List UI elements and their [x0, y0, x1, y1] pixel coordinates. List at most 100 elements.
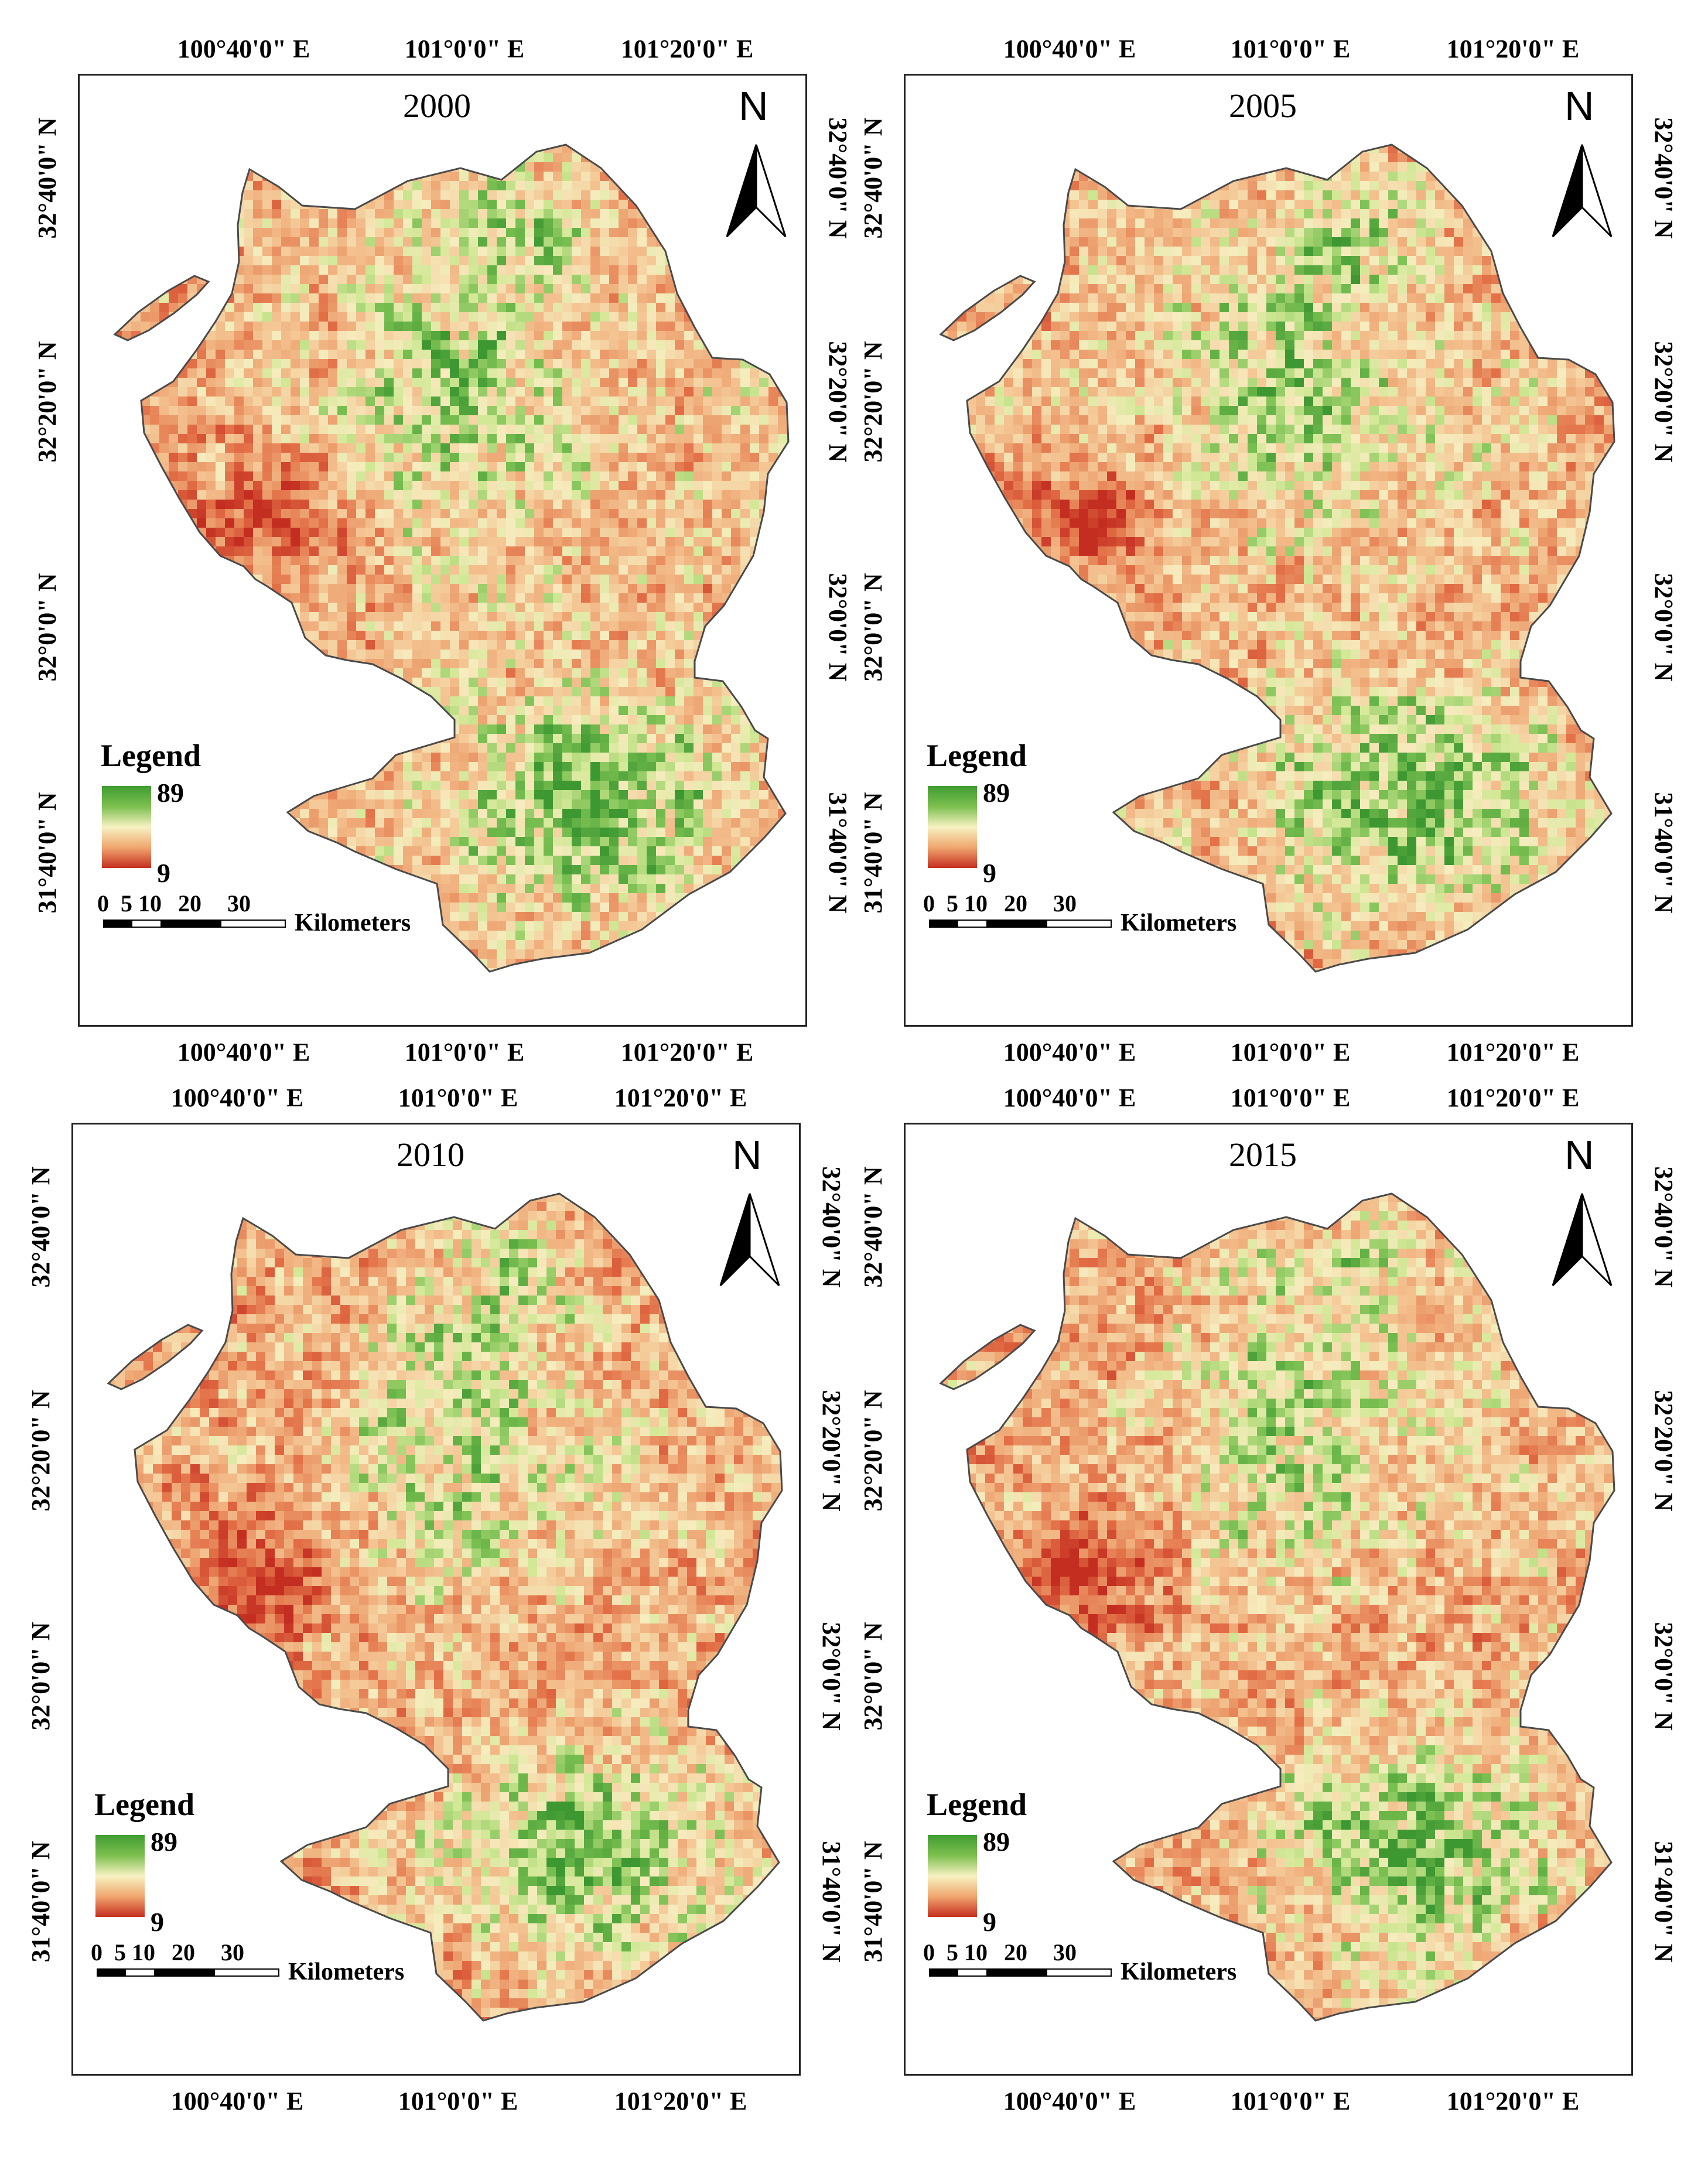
longitude-label-bottom: 101°20'0" E: [1447, 2089, 1580, 2114]
raster-cells: [941, 1194, 1614, 2021]
raster-cells: [108, 1194, 782, 2021]
scale-tick-label: 0: [923, 1939, 935, 1966]
north-arrow-icon: [1552, 144, 1613, 238]
latitude-label-right: 32°40'0" N: [817, 1166, 846, 1287]
island-boundary: [113, 275, 210, 341]
legend-max-value: 89: [157, 777, 184, 808]
panel-year-title: 2010: [249, 1135, 612, 1174]
latitude-label-right: 31°40'0" N: [1649, 792, 1678, 913]
island-boundary: [939, 275, 1036, 341]
north-arrow-label: N: [1564, 1132, 1594, 1178]
region-boundary: [134, 1192, 783, 2022]
legend-title: Legend: [101, 737, 201, 774]
scale-bar-segment: [126, 1970, 154, 1975]
latitude-label-left: 31°40'0" N: [26, 1841, 55, 1962]
scale-bar-segment: [958, 1970, 986, 1975]
legend-color-ramp: [102, 786, 151, 868]
scale-bar-segment: [930, 921, 958, 927]
scale-bar-segment: [104, 921, 132, 927]
scale-bar-segment: [215, 1970, 278, 1975]
legend-max-value: 89: [983, 1826, 1010, 1857]
north-arrow-icon: [719, 1193, 780, 1287]
region-boundary: [140, 143, 790, 973]
latitude-label-left: 32°40'0" N: [26, 1166, 55, 1287]
latitude-label-right: 32°20'0" N: [824, 341, 852, 462]
panel-year-title: 2000: [255, 86, 619, 125]
map-panel-2015: 2015 N Legend 89 9 0 5 10 20 30 Kilometers: [904, 1123, 1633, 2076]
panel-year-title: 2005: [1081, 86, 1444, 125]
scale-tick-label: 30: [1053, 1939, 1077, 1966]
scale-bar-segment: [930, 1970, 958, 1975]
scale-tick-label: 5: [947, 890, 958, 917]
longitude-label-bottom: 101°0'0" E: [405, 1040, 525, 1065]
scale-tick-label: 30: [1053, 890, 1077, 917]
latitude-label-right: 32°0'0" N: [824, 573, 852, 681]
scale-tick-label: 30: [227, 890, 251, 917]
north-arrow-label: N: [1564, 83, 1594, 129]
latitude-label-right: 32°20'0" N: [1649, 1390, 1678, 1511]
latitude-label-left: 32°40'0" N: [859, 1166, 887, 1287]
scale-bar: [103, 920, 286, 928]
longitude-label-top: 100°40'0" E: [1003, 1085, 1136, 1111]
legend-color-ramp: [928, 1835, 977, 1917]
longitude-label-top: 100°40'0" E: [1003, 36, 1136, 62]
scale-bar-segment: [986, 921, 1047, 927]
scale-bar-unit: Kilometers: [1121, 909, 1236, 937]
longitude-label-top: 101°0'0" E: [1231, 1085, 1351, 1111]
scale-bar-unit: Kilometers: [288, 1958, 404, 1986]
raster-map: [107, 1192, 783, 2022]
island-boundary: [107, 1324, 204, 1390]
scale-bar-segment: [98, 1970, 126, 1975]
latitude-label-right: 32°20'0" N: [817, 1390, 846, 1511]
legend-max-value: 89: [983, 777, 1010, 808]
scale-tick-label: 30: [221, 1939, 244, 1966]
latitude-label-right: 32°20'0" N: [1649, 341, 1678, 462]
longitude-label-top: 101°20'0" E: [1447, 36, 1580, 62]
longitude-label-bottom: 100°40'0" E: [171, 2089, 304, 2114]
scale-bar: [97, 1968, 279, 1977]
latitude-label-left: 31°40'0" N: [33, 792, 62, 913]
scale-bar-unit: Kilometers: [1121, 1958, 1236, 1986]
scale-bar-segment: [160, 921, 221, 927]
scale-bar: [929, 920, 1112, 928]
scale-bar-unit: Kilometers: [295, 909, 411, 937]
longitude-label-bottom: 101°0'0" E: [398, 2089, 518, 2114]
longitude-label-bottom: 101°20'0" E: [614, 2089, 747, 2114]
latitude-label-right: 32°0'0" N: [1649, 573, 1678, 681]
longitude-label-bottom: 100°40'0" E: [177, 1040, 310, 1065]
scale-tick-label: 5: [114, 1939, 126, 1966]
scale-tick-label: 10: [138, 890, 162, 917]
scale-bar-segment: [154, 1970, 215, 1975]
north-arrow-label: N: [732, 1132, 762, 1178]
scale-tick-label: 10: [132, 1939, 155, 1966]
island-boundary: [939, 1324, 1036, 1390]
scale-tick-label: 10: [964, 1939, 988, 1966]
latitude-label-left: 31°40'0" N: [859, 792, 887, 913]
latitude-label-right: 32°40'0" N: [1649, 117, 1678, 238]
latitude-label-right: 32°0'0" N: [1649, 1622, 1678, 1730]
scale-bar-segment: [1047, 1970, 1111, 1975]
latitude-label-left: 32°20'0" N: [859, 341, 887, 462]
scale-bar-segment: [132, 921, 160, 927]
panel-year-title: 2015: [1081, 1135, 1444, 1174]
longitude-label-top: 100°40'0" E: [171, 1085, 304, 1111]
latitude-label-left: 32°20'0" N: [859, 1390, 887, 1511]
longitude-label-bottom: 101°0'0" E: [1231, 2089, 1351, 2114]
scale-tick-label: 20: [172, 1939, 195, 1966]
scale-tick-label: 5: [947, 1939, 958, 1966]
longitude-label-bottom: 101°0'0" E: [1231, 1040, 1351, 1065]
map-panel-2005: 2005 N Legend 89 9 0 5 10 20 30 Kilometers: [904, 74, 1633, 1027]
legend-title: Legend: [927, 1786, 1027, 1823]
latitude-label-right: 32°40'0" N: [824, 117, 852, 238]
map-panel-2010: 2010 N Legend 89 9 0 5 10 20 30 Kilometers: [71, 1123, 801, 2076]
legend-min-value: 9: [983, 857, 996, 888]
region-boundary: [966, 143, 1615, 973]
latitude-label-right: 31°40'0" N: [824, 792, 852, 913]
latitude-label-right: 31°40'0" N: [1649, 1841, 1678, 1962]
scale-tick-label: 5: [121, 890, 132, 917]
north-arrow-icon: [726, 144, 787, 238]
scale-tick-label: 20: [1004, 890, 1027, 917]
raster-map: [939, 1192, 1615, 2022]
latitude-label-left: 32°0'0" N: [26, 1622, 55, 1730]
legend-min-value: 9: [983, 1906, 996, 1937]
